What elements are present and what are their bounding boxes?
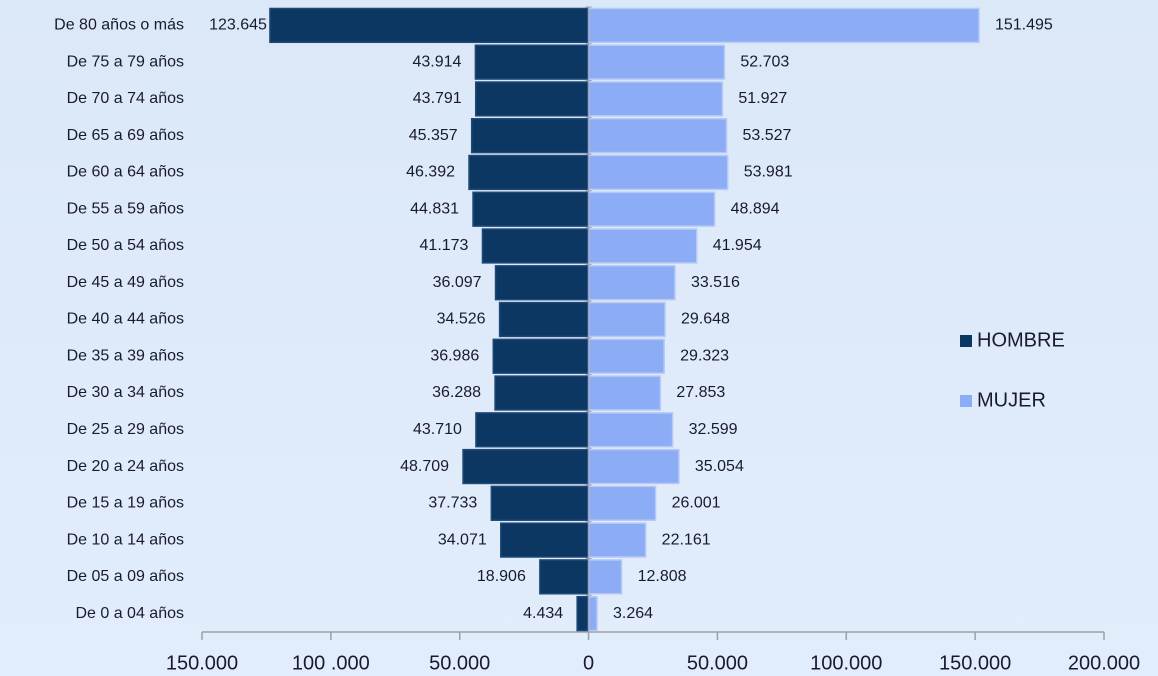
bar (587, 338, 665, 374)
value-label: 26.001 (672, 495, 721, 512)
x-tick-label: 150.000 (166, 652, 238, 674)
value-label: 22.161 (662, 531, 711, 548)
value-label: 41.954 (713, 237, 762, 254)
value-label: 36.097 (433, 274, 482, 291)
value-label: 3.264 (613, 605, 653, 622)
x-tick-label: 100.000 (810, 652, 882, 674)
category-label: De 50 a 54 años (67, 237, 184, 254)
value-label: 46.392 (406, 164, 455, 181)
bar (500, 522, 590, 558)
value-label: 37.733 (428, 495, 477, 512)
category-label: De 05 a 09 años (67, 568, 184, 585)
value-label: 151.495 (995, 17, 1053, 34)
x-tick-label: 50.000 (687, 652, 748, 674)
x-tick-label: 50.000 (429, 652, 490, 674)
bar (587, 485, 657, 521)
category-label: De 35 a 39 años (67, 347, 184, 364)
bar (474, 44, 590, 80)
value-label: 34.526 (437, 311, 486, 328)
value-label: 43.710 (413, 421, 462, 438)
bar (587, 412, 674, 448)
value-label: 48.709 (400, 458, 449, 475)
bar (492, 338, 590, 374)
category-label: De 15 a 19 años (67, 495, 184, 512)
value-label: 4.434 (523, 605, 563, 622)
legend-label: MUJER (977, 389, 1046, 411)
value-label: 36.986 (430, 347, 479, 364)
value-label: 35.054 (695, 458, 744, 475)
bar (494, 265, 590, 301)
category-label: De 0 a 04 años (75, 605, 184, 622)
value-label: 32.599 (689, 421, 738, 438)
value-label: 27.853 (676, 384, 725, 401)
value-label: 36.288 (432, 384, 481, 401)
x-tick-label: 100 .000 (292, 652, 370, 674)
value-label: 33.516 (691, 274, 740, 291)
category-label: De 45 a 49 años (67, 274, 184, 291)
bar (587, 44, 726, 80)
category-label: De 25 a 29 años (67, 421, 184, 438)
category-label: De 20 a 24 años (67, 458, 184, 475)
category-label: De 30 a 34 años (67, 384, 184, 401)
category-label: De 60 a 64 años (67, 164, 184, 181)
bar (462, 448, 590, 485)
category-label: De 55 a 59 años (67, 200, 184, 217)
value-label: 18.906 (477, 568, 526, 585)
value-label: 43.914 (412, 53, 461, 70)
category-label: De 40 a 44 años (67, 311, 184, 328)
bar (472, 191, 590, 227)
bar (587, 448, 680, 485)
value-label: 34.071 (438, 531, 487, 548)
x-tick-label: 0 (583, 652, 594, 674)
value-label: 41.173 (420, 237, 469, 254)
value-label: 53.527 (743, 127, 792, 144)
bar (498, 301, 590, 338)
legend-label: HOMBRE (977, 329, 1065, 351)
bar (587, 191, 716, 227)
legend-swatch (960, 395, 972, 407)
bar (490, 485, 590, 521)
value-label: 53.981 (744, 164, 793, 181)
bar (587, 301, 666, 338)
category-label: De 65 a 69 años (67, 127, 184, 144)
bar (587, 559, 623, 595)
category-label: De 70 a 74 años (67, 90, 184, 107)
value-label: 51.927 (738, 90, 787, 107)
bar (587, 595, 598, 632)
value-label: 45.357 (409, 127, 458, 144)
bar (587, 265, 676, 301)
bar (269, 7, 590, 44)
x-tick-label: 200.000 (1068, 652, 1140, 674)
bar (475, 412, 590, 448)
bar (587, 375, 662, 411)
value-label: 43.791 (413, 90, 462, 107)
bar (474, 81, 590, 117)
value-label: 44.831 (410, 200, 459, 217)
bar (539, 559, 590, 595)
bar (587, 522, 647, 558)
bar (481, 228, 590, 264)
x-tick-label: 150.000 (939, 652, 1011, 674)
bar (587, 81, 724, 117)
legend-swatch (960, 335, 972, 347)
value-label: 12.808 (638, 568, 687, 585)
bar (494, 375, 590, 411)
bar (587, 228, 698, 264)
bar (576, 595, 590, 632)
bar (468, 154, 590, 191)
bar (587, 7, 980, 44)
value-label: 48.894 (731, 200, 780, 217)
bar (587, 154, 729, 191)
category-label: De 10 a 14 años (67, 531, 184, 548)
value-label: 52.703 (740, 53, 789, 70)
value-label: 29.323 (680, 347, 729, 364)
value-label: 29.648 (681, 311, 730, 328)
bar (470, 118, 590, 154)
bar (587, 118, 728, 154)
category-label: De 75 a 79 años (67, 53, 184, 70)
value-label: 123.645 (209, 17, 267, 34)
category-label: De 80 años o más (54, 17, 184, 34)
